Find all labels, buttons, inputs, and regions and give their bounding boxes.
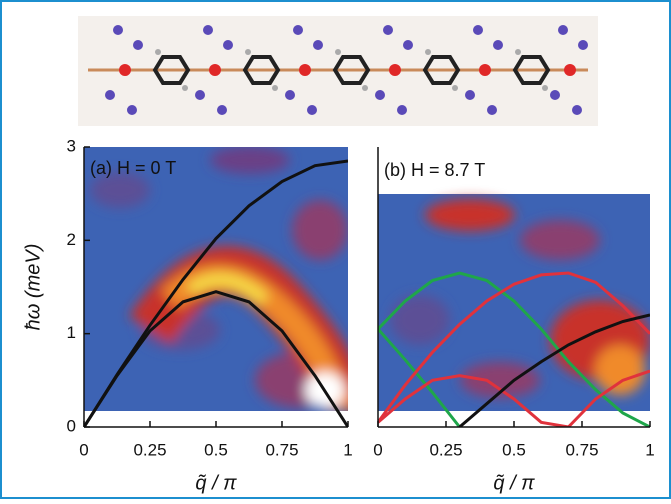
curves	[378, 271, 650, 427]
y-tick-label: 0	[67, 416, 76, 435]
x-tick-label: 0.5	[204, 440, 228, 459]
x-tick-label: 0.5	[502, 440, 526, 459]
x-tick-label: 1	[343, 440, 352, 459]
dispersion-curve	[378, 271, 650, 427]
y-tick-label: 3	[67, 136, 76, 155]
x-tick-label: 0	[79, 440, 88, 459]
dispersion-curve	[378, 369, 650, 427]
x-tick-label: 1	[645, 440, 654, 459]
y-axis-label: ħω (meV)	[22, 244, 44, 331]
x-tick-label: 0	[373, 440, 382, 459]
x-tick-label: 0.75	[565, 440, 598, 459]
x-tick-label: 0.25	[429, 440, 462, 459]
molecule-chain	[78, 16, 598, 126]
x-axis-label: q̃ / π	[493, 472, 535, 494]
curves	[84, 159, 348, 427]
intensity-map	[84, 147, 348, 427]
dispersion-curve	[84, 159, 348, 427]
panel-title: (a) H = 0 T	[90, 158, 176, 178]
panel-title: (b) H = 8.7 T	[384, 160, 485, 180]
x-axis-label: q̃ / π	[195, 472, 237, 494]
dispersion-curve	[378, 271, 650, 424]
dispersion-curve	[378, 328, 461, 427]
y-tick-label: 1	[67, 323, 76, 342]
x-tick-label: 0.25	[133, 440, 166, 459]
x-tick-label: 0.75	[265, 440, 298, 459]
dispersion-curve	[458, 313, 650, 427]
y-tick-label: 2	[67, 230, 76, 249]
intensity-map	[378, 194, 650, 427]
dispersion-curve	[84, 290, 348, 427]
